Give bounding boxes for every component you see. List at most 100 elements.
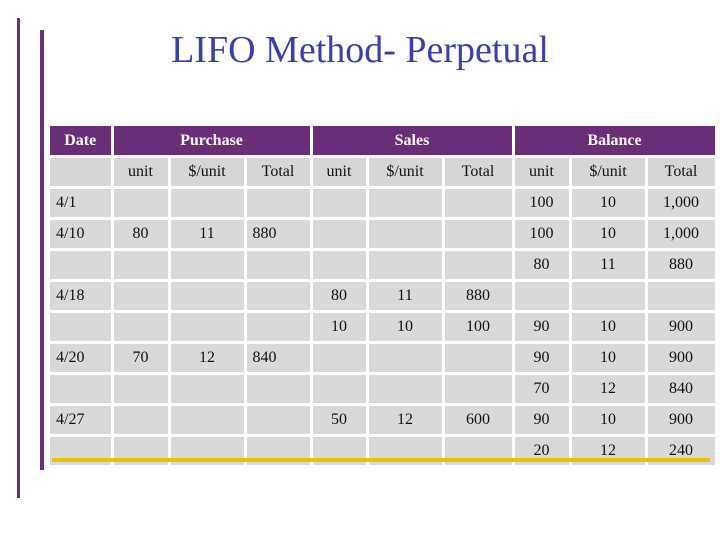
cell-purchase-price: [169, 280, 247, 313]
cell-sales-unit: [311, 249, 369, 282]
cell-sales-price: 10: [367, 311, 445, 344]
cell-purchase-unit: [112, 311, 171, 344]
cell-date: 4/20: [50, 342, 114, 375]
cell-date: 4/1: [50, 187, 114, 220]
header-purchase: Purchase: [112, 126, 313, 158]
cell-purchase-unit: [112, 404, 171, 437]
cell-date: [50, 373, 114, 406]
lifo-table: Date Purchase Sales Balance unit $/unit …: [50, 126, 718, 468]
cell-purchase-price: 11: [169, 218, 247, 251]
subheader-date-blank: [50, 156, 114, 189]
cell-purchase-total: [245, 311, 313, 344]
cell-balance-price: 10: [570, 342, 648, 375]
cell-sales-price: 11: [367, 280, 445, 313]
subheader-purchase-price: $/unit: [169, 156, 247, 189]
cell-balance-total: 840: [646, 373, 718, 406]
subheader-sales-price: $/unit: [367, 156, 445, 189]
cell-date: [50, 249, 114, 282]
cell-date: 4/27: [50, 404, 114, 437]
table-row: 4/1 100 10 1,000: [50, 187, 718, 220]
cell-purchase-price: [169, 187, 247, 220]
cell-purchase-price: [169, 311, 247, 344]
cell-balance-unit: 70: [513, 373, 572, 406]
cell-sales-unit: [311, 342, 369, 375]
cell-sales-price: [367, 249, 445, 282]
cell-sales-total: [443, 373, 515, 406]
table-row: 4/27 50 12 600 90 10 900: [50, 404, 718, 437]
cell-sales-unit: [311, 187, 369, 220]
header-row: Date Purchase Sales Balance: [50, 126, 718, 158]
cell-balance-total: 1,000: [646, 218, 718, 251]
cell-sales-total: [443, 218, 515, 251]
cell-sales-unit: [311, 373, 369, 406]
cell-sales-unit: [311, 218, 369, 251]
cell-purchase-total: 880: [245, 218, 313, 251]
left-decor-bar-inner: [40, 30, 44, 470]
cell-balance-unit: 90: [513, 342, 572, 375]
cell-sales-price: [367, 187, 445, 220]
cell-purchase-price: [169, 249, 247, 282]
table-row: 4/18 80 11 880: [50, 280, 718, 313]
cell-sales-price: [367, 435, 445, 468]
cell-balance-total: 880: [646, 249, 718, 282]
subheader-row: unit $/unit Total unit $/unit Total unit…: [50, 156, 718, 189]
cell-purchase-total: [245, 187, 313, 220]
cell-sales-price: [367, 342, 445, 375]
cell-purchase-total: [245, 404, 313, 437]
subheader-balance-price: $/unit: [570, 156, 648, 189]
cell-balance-unit: 100: [513, 187, 572, 220]
cell-date: 4/18: [50, 280, 114, 313]
cell-balance-total: 900: [646, 342, 718, 375]
table-row: 80 11 880: [50, 249, 718, 282]
cell-balance-price: [570, 280, 648, 313]
cell-balance-price: 12: [570, 435, 648, 468]
table-row: 10 10 100 90 10 900: [50, 311, 718, 344]
cell-date: 4/10: [50, 218, 114, 251]
cell-purchase-total: [245, 249, 313, 282]
subheader-sales-total: Total: [443, 156, 515, 189]
cell-balance-price: 12: [570, 373, 648, 406]
left-decor-bar-outer: [17, 18, 20, 498]
cell-sales-price: 12: [367, 404, 445, 437]
subheader-balance-total: Total: [646, 156, 718, 189]
cell-sales-total: 600: [443, 404, 515, 437]
cell-date: [50, 311, 114, 344]
cell-balance-unit: 100: [513, 218, 572, 251]
header-balance: Balance: [513, 126, 718, 158]
cell-sales-unit: 80: [311, 280, 369, 313]
cell-purchase-unit: [112, 187, 171, 220]
cell-purchase-unit: [112, 249, 171, 282]
cell-balance-unit: 80: [513, 249, 572, 282]
cell-purchase-unit: [112, 280, 171, 313]
subheader-sales-unit: unit: [311, 156, 369, 189]
cell-purchase-unit: 80: [112, 218, 171, 251]
cell-sales-total: [443, 187, 515, 220]
cell-sales-price: [367, 218, 445, 251]
subheader-balance-unit: unit: [513, 156, 572, 189]
cell-sales-unit: 10: [311, 311, 369, 344]
cell-balance-price: 11: [570, 249, 648, 282]
accent-underline: [52, 458, 710, 462]
cell-sales-total: 100: [443, 311, 515, 344]
header-date: Date: [50, 126, 114, 158]
cell-balance-total: 900: [646, 311, 718, 344]
cell-balance-price: 10: [570, 311, 648, 344]
cell-balance-price: 10: [570, 187, 648, 220]
cell-balance-total: 1,000: [646, 187, 718, 220]
cell-purchase-total: 840: [245, 342, 313, 375]
cell-purchase-price: 12: [169, 342, 247, 375]
subheader-purchase-unit: unit: [112, 156, 171, 189]
cell-purchase-unit: [112, 373, 171, 406]
cell-balance-total: [646, 280, 718, 313]
cell-purchase-unit: 70: [112, 342, 171, 375]
table-row: 70 12 840: [50, 373, 718, 406]
cell-purchase-price: [169, 373, 247, 406]
cell-balance-price: 10: [570, 218, 648, 251]
cell-purchase-total: [245, 373, 313, 406]
cell-balance-total: 900: [646, 404, 718, 437]
cell-balance-unit: 90: [513, 311, 572, 344]
page-title: LIFO Method- Perpetual: [171, 29, 549, 71]
cell-purchase-total: [245, 280, 313, 313]
cell-sales-unit: 50: [311, 404, 369, 437]
cell-purchase-price: [169, 404, 247, 437]
